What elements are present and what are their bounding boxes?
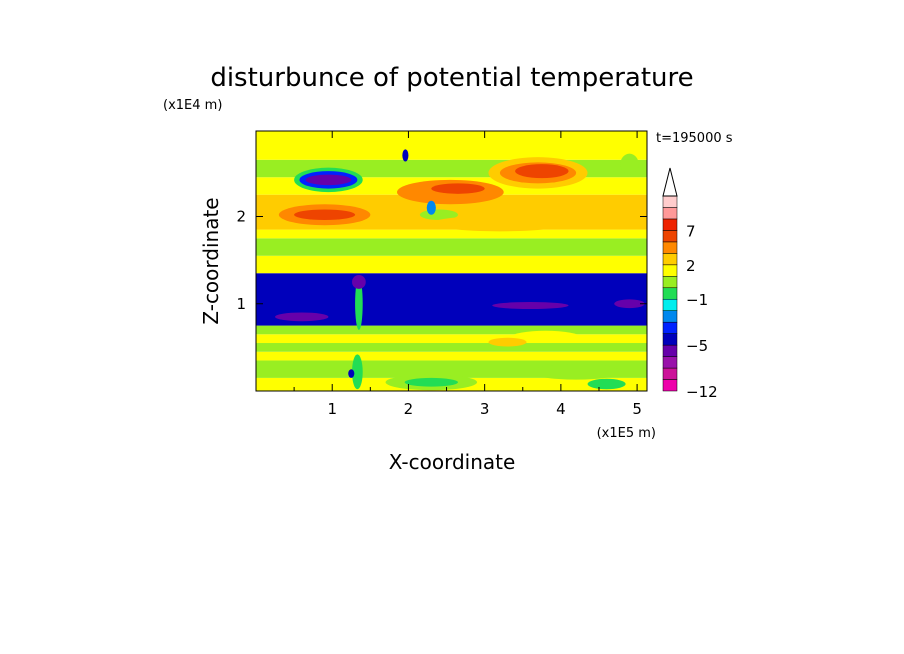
colorbar-swatch-0 — [662, 379, 678, 392]
contour-feature-2 — [305, 174, 352, 186]
contour-band-4 — [256, 334, 647, 344]
colorbar-swatch-7 — [662, 298, 678, 311]
colorbar-label-0: 7 — [686, 222, 696, 240]
contour-band-9 — [256, 229, 647, 239]
colorbar-swatch-4 — [662, 333, 678, 346]
y-tick-label-1: 2 — [236, 208, 246, 226]
colorbar-label-2: −1 — [686, 291, 708, 309]
colorbar-swatch-12 — [662, 241, 678, 254]
contour-feature-4 — [294, 209, 356, 220]
y-axis-title: Z-coordinate — [199, 197, 223, 324]
colorbar-swatch-1 — [662, 367, 678, 380]
contour-feature-27 — [620, 153, 639, 175]
contour-feature-19 — [352, 274, 366, 289]
contour-field — [256, 131, 647, 391]
contour-feature-26 — [426, 200, 436, 215]
y-axis: 12 — [236, 208, 647, 313]
y-tick-label-0: 1 — [236, 295, 246, 313]
contour-feature-13 — [488, 337, 527, 347]
contour-band-8 — [256, 238, 647, 256]
colorbar: 7 2 −1 −5 −12 — [662, 167, 718, 401]
contour-band-5 — [256, 325, 647, 335]
y-unit-label: (x1E4 m) — [163, 98, 222, 113]
contour-feature-15 — [404, 377, 458, 387]
contour-feature-22 — [275, 312, 329, 322]
colorbar-label-4: −12 — [686, 383, 718, 401]
x-tick-label-0: 1 — [327, 400, 337, 418]
colorbar-swatch-14 — [662, 218, 678, 231]
contour-feature-10 — [515, 164, 569, 179]
contour-band-7 — [256, 255, 647, 274]
colorbar-swatch-5 — [662, 321, 678, 334]
contour-feature-11 — [431, 215, 569, 232]
x-axis: 1 2 3 4 5 — [293, 131, 642, 418]
colorbar-label-3: −5 — [686, 337, 708, 355]
colorbar-swatch-15 — [662, 207, 678, 220]
colorbar-swatch-11 — [662, 253, 678, 266]
plot-frame — [255, 130, 648, 392]
colorbar-extend-arrow — [662, 167, 678, 197]
x-tick-label-1: 2 — [404, 400, 414, 418]
contour-band-3 — [256, 343, 647, 352]
colorbar-swatch-9 — [662, 276, 678, 289]
contour-feature-20 — [352, 354, 363, 390]
x-unit-label: (x1E5 m) — [597, 426, 656, 441]
contour-feature-16 — [530, 363, 622, 380]
colorbar-swatch-3 — [662, 344, 678, 357]
chart-title: disturbunce of potential temperature — [210, 63, 693, 93]
contour-feature-18 — [355, 277, 363, 330]
x-axis-title: X-coordinate — [389, 450, 516, 474]
colorbar-label-1: 2 — [686, 257, 696, 275]
colorbar-swatch-10 — [662, 264, 678, 277]
contour-feature-17 — [587, 378, 626, 390]
colorbar-swatch-8 — [662, 287, 678, 300]
contour-feature-23 — [492, 302, 569, 309]
x-tick-label-3: 4 — [556, 400, 566, 418]
time-label: t=195000 s — [656, 131, 733, 146]
x-tick-label-4: 5 — [632, 400, 642, 418]
contour-feature-6 — [431, 183, 485, 194]
colorbar-swatch-6 — [662, 310, 678, 323]
colorbar-swatch-2 — [662, 356, 678, 369]
colorbar-swatch-13 — [662, 230, 678, 243]
colorbar-swatch-16 — [662, 195, 678, 208]
contour-feature-24 — [614, 299, 645, 309]
contour-feature-21 — [348, 369, 355, 378]
contour-feature-25 — [402, 149, 409, 162]
contour-band-13 — [256, 131, 647, 160]
contour-band-2 — [256, 351, 647, 361]
x-tick-label-2: 3 — [480, 400, 490, 418]
contour-feature-12 — [511, 330, 580, 344]
